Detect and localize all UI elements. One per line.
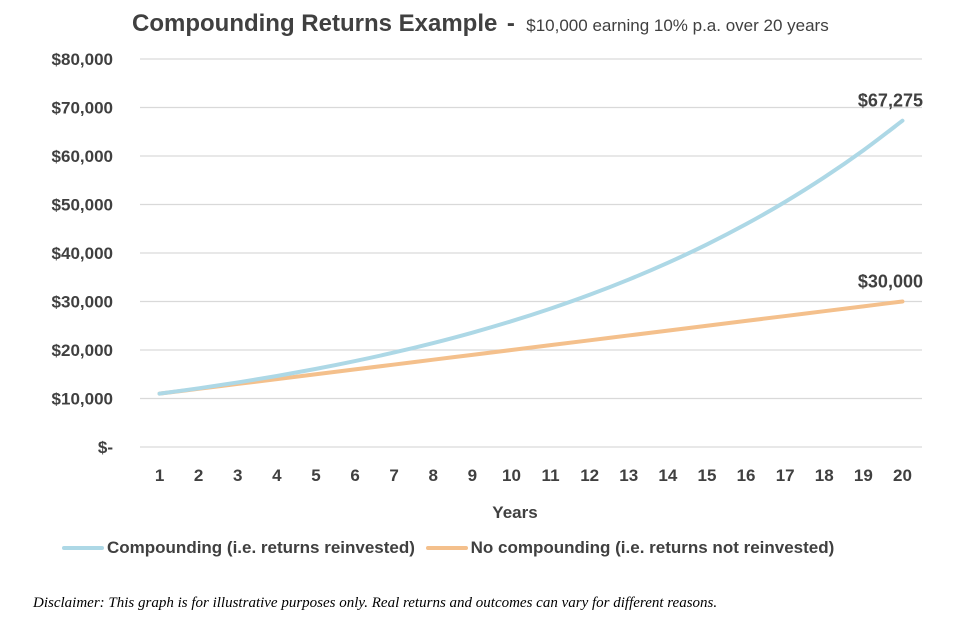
x-tick-label: 19 [854,466,873,485]
x-tick-label: 14 [658,466,677,485]
legend-item-compounding: Compounding (i.e. returns reinvested) [62,538,415,558]
x-tick-label: 9 [468,466,477,485]
chart-canvas: $- $10,000 $20,000 $30,000 $40,000 $50,000 $60… [52,50,923,522]
chart-legend: Compounding (i.e. returns reinvested) No… [62,535,840,558]
x-tick-label: 11 [542,466,560,485]
x-tick-label: 15 [697,466,716,485]
x-tick-label: 18 [815,466,834,485]
x-tick-label: 3 [233,466,242,485]
legend-label-compounding: Compounding (i.e. returns reinvested) [107,538,415,557]
series-line-no-compounding [157,299,905,396]
x-tick-label: 10 [502,466,521,485]
y-tick-label: $20,000 [52,341,113,360]
gridlines [140,58,922,448]
data-label-no-compounding-end: $30,000 [858,272,923,292]
y-tick-label: $70,000 [52,99,113,118]
legend-swatch-no-compounding [425,546,468,550]
y-tick-label: $60,000 [52,147,113,166]
x-tick-label: 5 [311,466,320,485]
disclaimer-text: Disclaimer: This graph is for illustrati… [33,595,718,611]
y-tick-label: $80,000 [52,50,113,69]
legend-item-no-compounding: No compounding (i.e. returns not reinves… [425,538,835,558]
x-tick-label: 4 [272,466,282,485]
x-tick-label: 7 [389,466,398,485]
x-tick-label: 12 [580,466,599,485]
x-tick-label: 13 [619,466,638,485]
x-tick-label: 2 [194,466,203,485]
chart-title-row: Compounding Returns Example - $10,000 ea… [132,10,829,38]
x-tick-label: 8 [429,466,438,485]
legend-label-no-compounding: No compounding (i.e. returns not reinves… [470,538,835,557]
x-tick-label: 6 [350,466,359,485]
x-tick-label: 17 [776,466,795,485]
y-tick-label: $40,000 [52,244,113,263]
x-axis-title: Years [492,503,537,522]
data-label-compounding-end: $67,275 [858,91,923,111]
chart-subtitle: $10,000 earning 10% p.a. over 20 years [526,16,829,35]
y-tick-label: $- [98,438,113,457]
x-tick-label: 20 [893,466,912,485]
y-tick-label: $10,000 [52,390,113,409]
x-axis-ticks: 1 2 3 4 5 6 7 8 9 10 11 12 13 14 15 16 17 18 19 20 [155,466,912,485]
data-labels: $30,000 $67,275 [858,91,923,292]
x-tick-label: 16 [737,466,756,485]
x-tick-label: 1 [155,466,164,485]
y-tick-label: $30,000 [52,293,113,312]
series-line-compounding [157,118,905,396]
chart-title: Compounding Returns Example [132,10,498,37]
legend-swatch-compounding [62,546,104,550]
y-axis-ticks: $- $10,000 $20,000 $30,000 $40,000 $50,000 $60… [52,50,113,457]
data-series [157,118,905,396]
title-separator: - [506,10,515,37]
y-tick-label: $50,000 [52,196,113,215]
